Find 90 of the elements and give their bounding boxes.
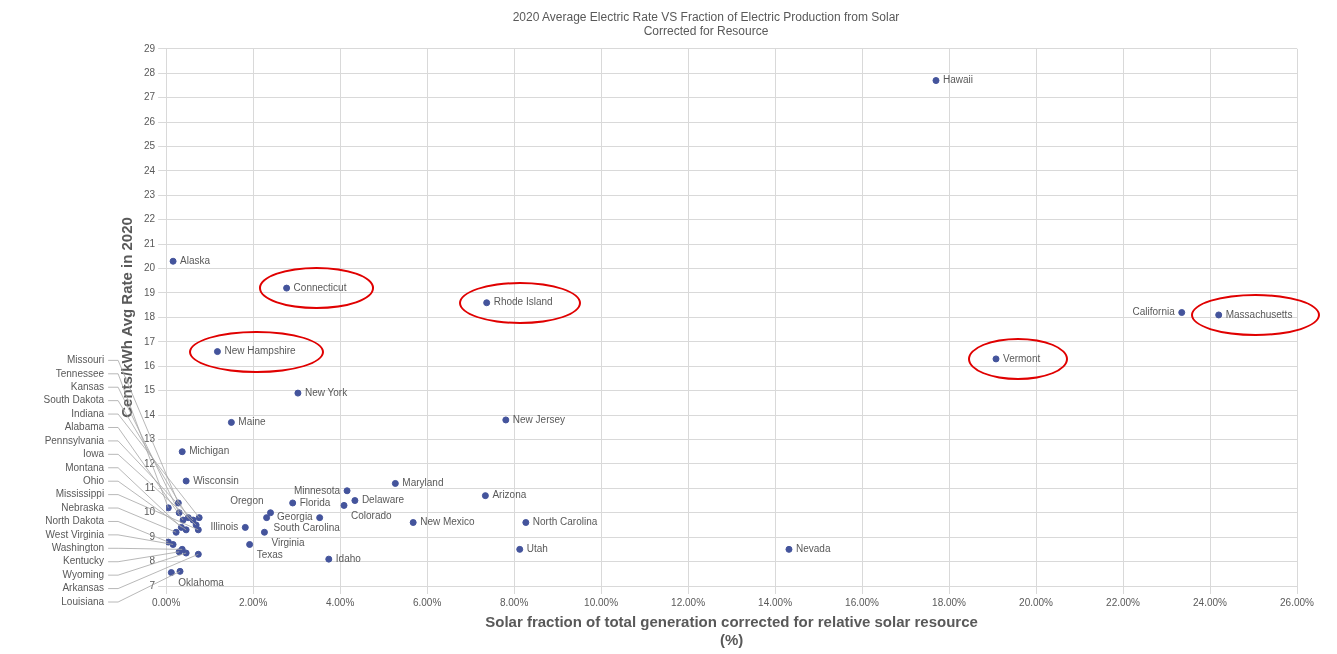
annotation: Indiana xyxy=(71,407,105,419)
annotation: Arizona xyxy=(492,489,527,501)
annotation: Washington xyxy=(51,542,105,554)
annotation: Kansas xyxy=(70,380,105,392)
y-tick-label: 21 xyxy=(144,237,156,249)
annotation: South Carolina xyxy=(273,522,341,534)
x-axis-title: Solar fraction of total generation corrected for relative solar resource (%) xyxy=(485,613,978,649)
y-axis-title: Cents/kWh Avg Rate in 2020 xyxy=(118,217,136,418)
x-tick-label: 18.00% xyxy=(932,596,967,608)
annotation: Connecticut xyxy=(293,281,347,293)
x-tick-label: 2.00% xyxy=(238,596,268,608)
annotation: Oregon xyxy=(230,495,264,507)
annotation: Kentucky xyxy=(62,555,105,567)
y-tick-label: 11 xyxy=(144,482,156,494)
annotation: Illinois xyxy=(210,521,239,533)
y-tick-label: 25 xyxy=(144,140,156,152)
annotation: Nebraska xyxy=(61,501,105,513)
annotation: Utah xyxy=(526,543,548,555)
y-tick-label: 9 xyxy=(149,530,156,542)
annotation: Idaho xyxy=(335,552,362,564)
y-tick-label: 28 xyxy=(144,66,156,78)
x-tick-label: 24.00% xyxy=(1193,596,1228,608)
y-tick-label: 12 xyxy=(144,457,156,469)
annotation: Michigan xyxy=(189,445,230,457)
annotation: Wisconsin xyxy=(193,474,239,486)
y-tick-label: 17 xyxy=(144,335,156,347)
annotation: Alaska xyxy=(180,254,211,266)
annotation: Georgia xyxy=(277,511,314,523)
y-tick-label: 8 xyxy=(149,555,156,567)
annotation: Florida xyxy=(299,496,331,508)
annotation: Alabama xyxy=(64,421,105,433)
annotation: Nevada xyxy=(795,543,831,555)
y-tick-label: 29 xyxy=(144,42,156,54)
x-tick-label: 6.00% xyxy=(412,596,442,608)
x-tick-label: 14.00% xyxy=(758,596,793,608)
x-tick-label: 4.00% xyxy=(325,596,355,608)
annotation: New Hampshire xyxy=(224,345,297,357)
annotation: Wyoming xyxy=(62,568,105,580)
annotation: Rhode Island xyxy=(493,296,553,308)
annotation: Virginia xyxy=(271,537,306,549)
x-tick-label: 16.00% xyxy=(845,596,880,608)
chart-title: 2020 Average Electric Rate VS Fraction of Electric Production from Solar Corrected for Resource xyxy=(512,9,900,38)
annotation: Hawaii xyxy=(942,74,973,86)
annotation: Vermont xyxy=(1003,352,1041,364)
x-tick-label: 10.00% xyxy=(584,596,619,608)
y-tick-label: 15 xyxy=(144,384,156,396)
y-tick-label: 27 xyxy=(144,91,156,103)
annotation: West Virginia xyxy=(45,528,105,540)
annotation: Oklahoma xyxy=(178,577,225,589)
y-tick-label: 14 xyxy=(144,408,156,420)
y-tick-label: 19 xyxy=(144,286,156,298)
annotation: California xyxy=(1132,306,1176,318)
annotation: New Jersey xyxy=(512,413,566,425)
x-tick-label: 26.00% xyxy=(1280,596,1315,608)
annotation: New York xyxy=(304,386,349,398)
annotation: Texas xyxy=(256,549,283,561)
x-tick-label: 0.00% xyxy=(151,596,181,608)
y-tick-label: 10 xyxy=(144,506,156,518)
annotation: Minnesota xyxy=(293,484,341,496)
annotation: Iowa xyxy=(83,448,105,460)
x-tick-label: 20.00% xyxy=(1019,596,1054,608)
y-tick-label: 7 xyxy=(149,579,156,591)
annotation: Pennsylvania xyxy=(44,434,105,446)
annotation: Ohio xyxy=(83,474,105,486)
annotation: Mississippi xyxy=(55,488,105,500)
annotation: Arkansas xyxy=(62,582,105,594)
y-tick-label: 23 xyxy=(144,189,156,201)
y-tick-label: 24 xyxy=(144,164,156,176)
annotation: Louisiana xyxy=(61,595,105,607)
y-tick-label: 26 xyxy=(144,115,156,127)
y-tick-label: 18 xyxy=(144,311,156,323)
annotation: Maine xyxy=(238,416,267,428)
annotation: South Dakota xyxy=(43,394,105,406)
annotation: Missouri xyxy=(66,354,105,366)
y-tick-label: 22 xyxy=(144,213,156,225)
annotation: Colorado xyxy=(351,510,393,522)
y-tick-label: 16 xyxy=(144,359,156,371)
y-tick-label: 20 xyxy=(144,262,156,274)
x-tick-label: 12.00% xyxy=(671,596,706,608)
annotation: Delaware xyxy=(361,494,405,506)
y-tick-label: 13 xyxy=(144,433,156,445)
annotation: Maryland xyxy=(402,477,444,489)
x-tick-label: 8.00% xyxy=(499,596,529,608)
annotation: Montana xyxy=(65,461,105,473)
annotation: Tennessee xyxy=(55,367,105,379)
annotation: Massachusetts xyxy=(1225,308,1293,320)
annotation: New Mexico xyxy=(420,516,476,528)
x-tick-label: 22.00% xyxy=(1106,596,1141,608)
annotation: North Dakota xyxy=(45,515,105,527)
annotation: North Carolina xyxy=(532,516,598,528)
